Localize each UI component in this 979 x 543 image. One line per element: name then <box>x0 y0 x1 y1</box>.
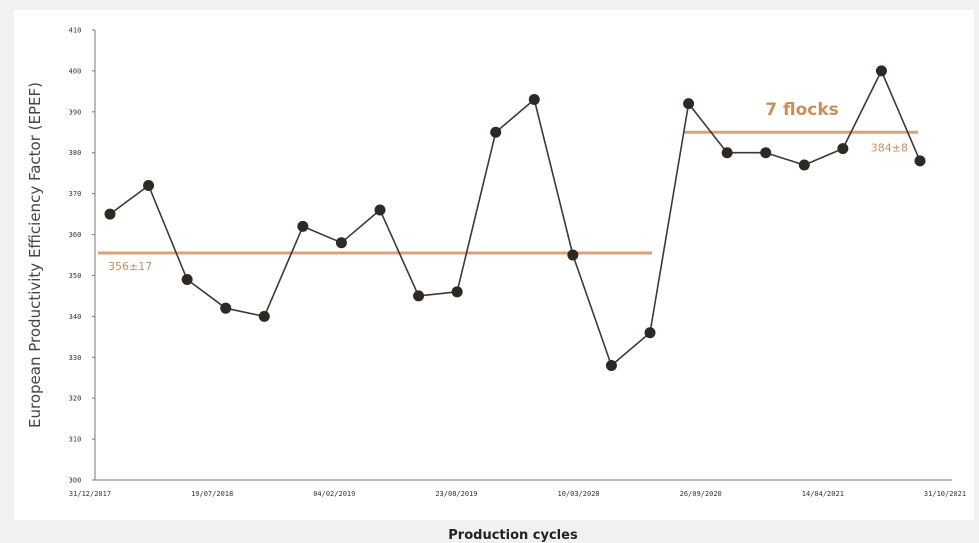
y-tick-label: 320 <box>69 395 82 403</box>
data-point <box>452 286 463 297</box>
y-tick-label: 380 <box>69 149 82 157</box>
y-tick-label: 350 <box>69 272 82 280</box>
data-point <box>876 65 887 76</box>
y-tick-label: 370 <box>69 190 82 198</box>
y-tick-label: 300 <box>69 477 82 485</box>
data-point <box>760 147 771 158</box>
y-axis-title: European Productivity Efficiency Factor … <box>26 82 44 428</box>
data-point <box>297 221 308 232</box>
x-tick-label: 10/03/2020 <box>557 490 599 498</box>
data-point <box>336 237 347 248</box>
y-tick-label: 400 <box>69 67 82 75</box>
y-tick-label: 340 <box>69 313 82 321</box>
x-tick-label: 14/04/2021 <box>802 490 844 498</box>
x-tick-label: 19/07/2018 <box>191 490 233 498</box>
mean-label: 384±8 <box>871 141 908 154</box>
x-tick-label: 31/10/2021 <box>924 490 966 498</box>
x-tick-label: 31/12/2017 <box>69 490 111 498</box>
plot-area <box>14 10 974 520</box>
data-point <box>722 147 733 158</box>
data-point <box>490 127 501 138</box>
data-point <box>567 250 578 261</box>
y-tick-label: 360 <box>69 231 82 239</box>
data-point <box>375 205 386 216</box>
data-point <box>799 160 810 171</box>
annotation-label: 7 flocks <box>765 100 839 120</box>
y-tick-label: 410 <box>69 27 82 35</box>
mean-label: 356±17 <box>108 260 152 273</box>
data-point <box>413 290 424 301</box>
data-point <box>105 209 116 220</box>
x-tick-label: 23/08/2019 <box>435 490 477 498</box>
x-tick-label: 26/09/2020 <box>680 490 722 498</box>
y-tick-label: 310 <box>69 436 82 444</box>
data-point <box>143 180 154 191</box>
data-point <box>182 274 193 285</box>
data-point <box>606 360 617 371</box>
annotations: 7 flocks <box>765 100 839 120</box>
data-point <box>645 327 656 338</box>
data-point <box>220 303 231 314</box>
x-tick-label: 04/02/2019 <box>313 490 355 498</box>
y-tick-label: 390 <box>69 108 82 116</box>
data-point <box>259 311 270 322</box>
y-tick-label: 330 <box>69 354 82 362</box>
data-point <box>837 143 848 154</box>
x-axis-title: Production cycles <box>448 528 578 543</box>
data-point <box>529 94 540 105</box>
data-point <box>915 155 926 166</box>
data-point <box>683 98 694 109</box>
